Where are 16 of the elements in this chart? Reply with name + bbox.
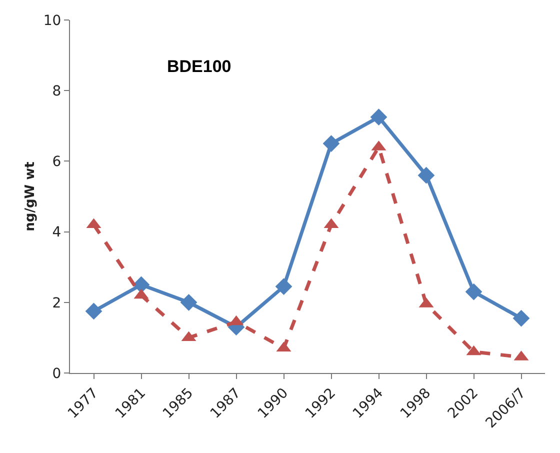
y-axis-title: ng/gW wt: [23, 162, 38, 232]
point: [180, 294, 198, 311]
point: [322, 135, 340, 152]
point: [418, 166, 435, 184]
y-tick-label: 10: [43, 12, 62, 29]
point: [85, 302, 102, 320]
y-tick-label: 4: [52, 224, 62, 241]
y-tick-label: 0: [52, 366, 62, 382]
y-tick-label: 6: [52, 154, 62, 170]
y-tick-label: 8: [52, 84, 62, 100]
point: [465, 283, 482, 300]
y-tick-label: 2: [52, 295, 62, 312]
point: [512, 310, 530, 327]
point: [370, 108, 388, 126]
point: [275, 278, 292, 295]
text: BDE100: [167, 57, 232, 76]
